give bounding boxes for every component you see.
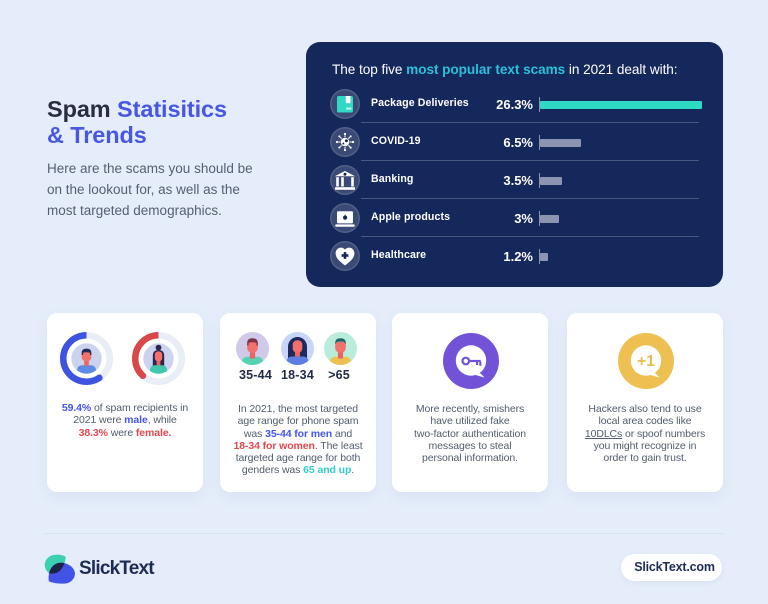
svg-text:+1: +1 [637, 353, 655, 370]
